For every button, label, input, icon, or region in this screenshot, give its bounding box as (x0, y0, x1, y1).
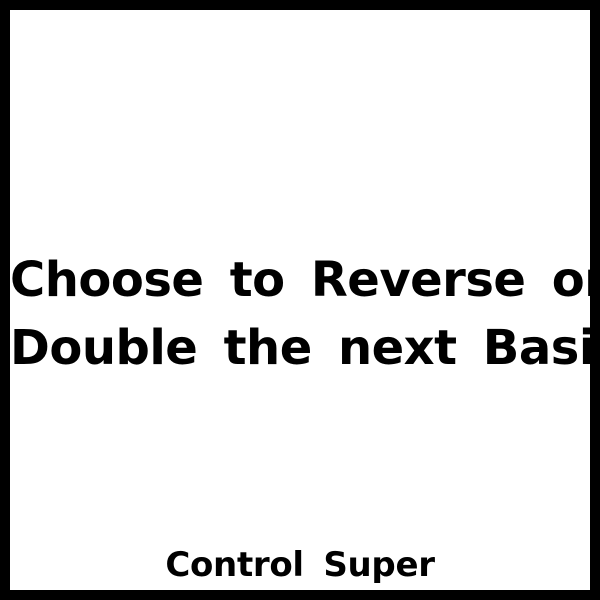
card-type-label: Control Super (165, 545, 435, 585)
card-effect-text: Choose to Reverse or Double the next Bas… (10, 246, 600, 382)
card-effect-line-2: Double the next Basic (10, 320, 600, 376)
card-effect-line-1: Choose to Reverse or (10, 252, 600, 308)
